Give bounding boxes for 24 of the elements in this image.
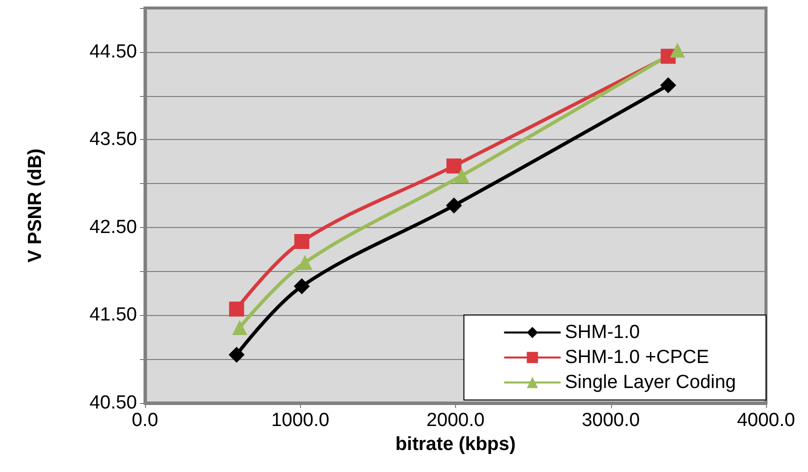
legend-label: SHM-1.0 +CPCE: [564, 347, 710, 368]
x-tick-label: 4000.0: [736, 410, 796, 431]
point: [446, 198, 462, 214]
y-axis-title: V PSNR (dB): [25, 148, 46, 262]
y-tick-label: 41.50: [89, 304, 137, 326]
point: [670, 42, 686, 58]
point: [229, 302, 244, 317]
point: [297, 255, 312, 270]
point: [294, 234, 310, 249]
point: [294, 278, 310, 294]
x-axis-title: bitrate (kbps): [395, 434, 516, 455]
legend-label: SHM-1.0: [564, 322, 640, 343]
point: [446, 158, 462, 174]
point: [660, 77, 676, 94]
point: [228, 346, 245, 363]
y-tick-label: 44.50: [89, 41, 137, 62]
x-tick-label: 3000.0: [582, 410, 640, 431]
x-tick-label: 2000.0: [426, 410, 485, 431]
point: [454, 168, 470, 184]
y-tick-label: 42.50: [89, 216, 137, 238]
x-tick-label: 1000.0: [271, 410, 330, 431]
point: [232, 320, 248, 336]
legend-label: Single Layer Coding: [564, 372, 736, 393]
y-tick-label: 43.50: [89, 129, 137, 150]
